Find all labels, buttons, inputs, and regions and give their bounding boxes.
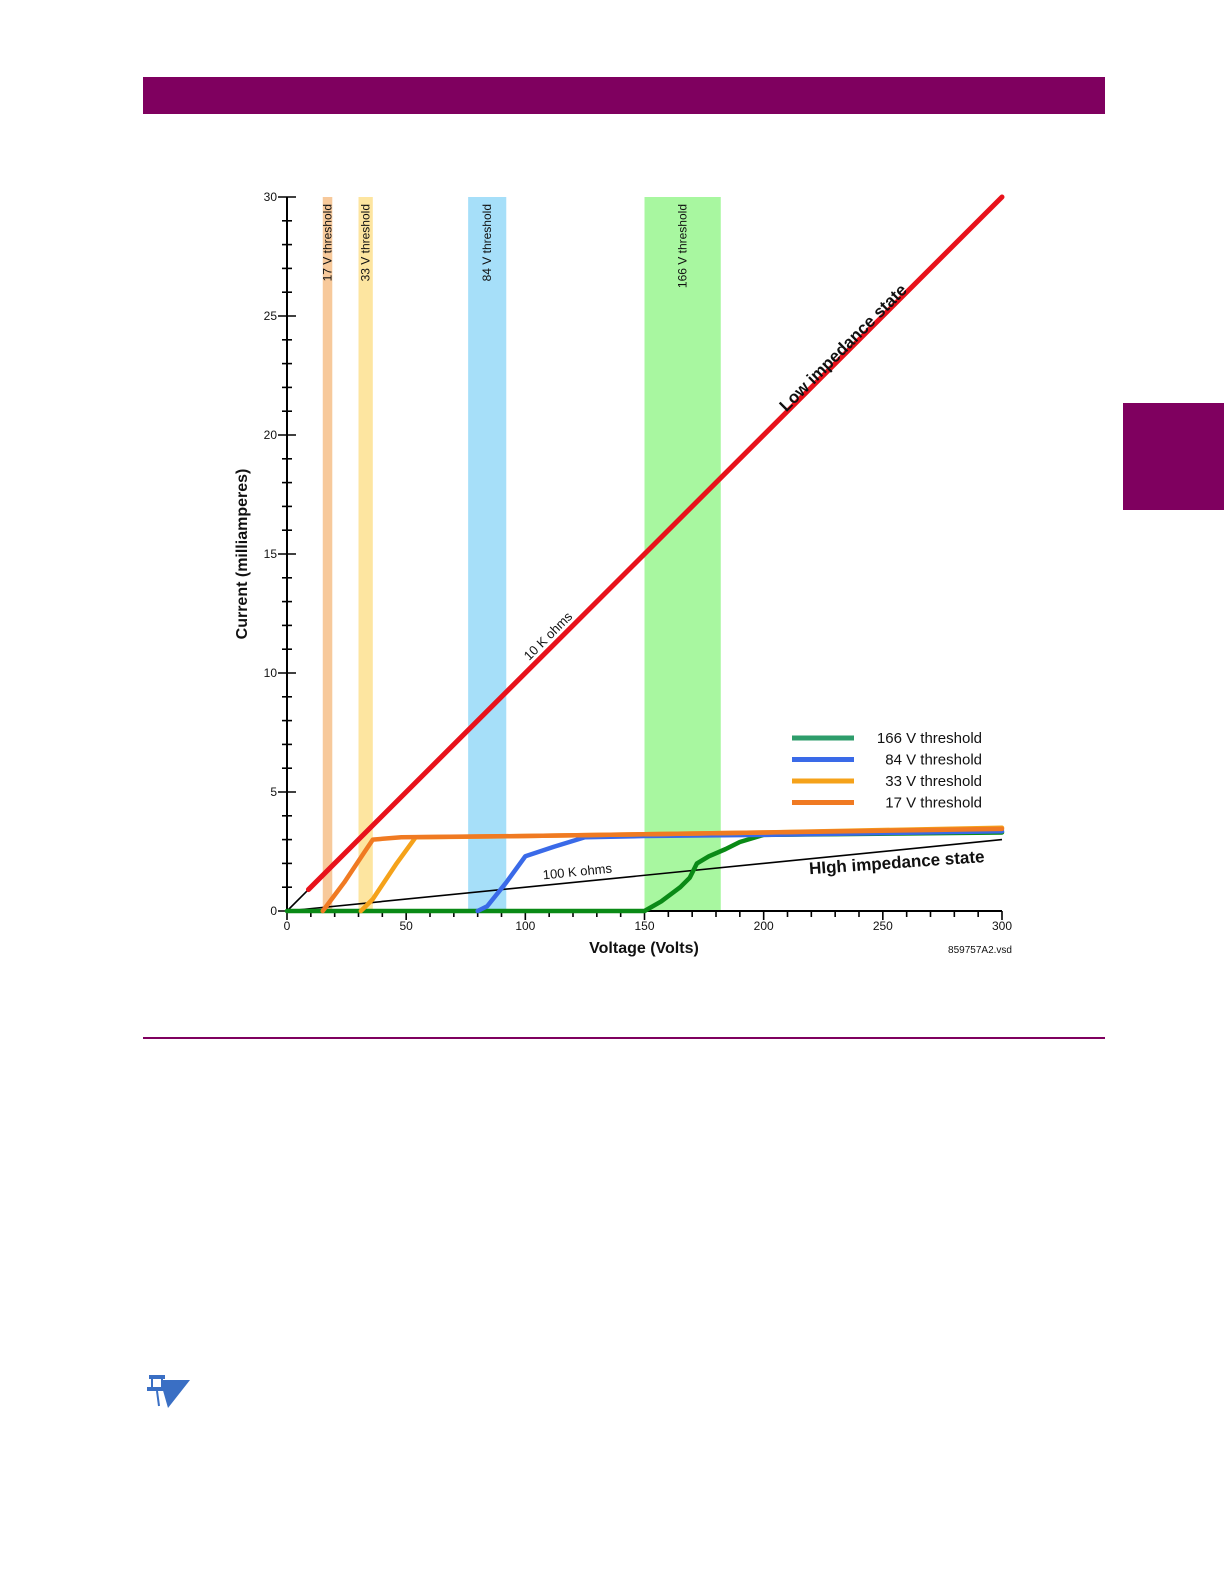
y-tick-label: 0: [270, 904, 277, 918]
x-tick-label: 200: [754, 919, 774, 933]
header-bar: [143, 77, 1105, 114]
y-tick-label: 10: [264, 666, 278, 680]
threshold-band-label: 33 V threshold: [359, 204, 373, 281]
y-tick-label: 5: [270, 785, 277, 799]
threshold-band: [468, 197, 507, 911]
x-tick-label: 50: [399, 919, 413, 933]
x-tick-label: 150: [634, 919, 654, 933]
y-tick-label: 30: [264, 190, 278, 204]
y-tick-label: 15: [264, 547, 278, 561]
ten-k-ohms-label: 10 K ohms: [521, 608, 576, 663]
legend-label: 166 V threshold: [877, 730, 982, 747]
x-axis-label: Voltage (Volts): [589, 940, 699, 957]
x-tick-label: 0: [284, 919, 291, 933]
x-tick-label: 300: [992, 919, 1012, 933]
side-chapter-tab: [1123, 403, 1224, 510]
reference-line: [286, 838, 1003, 912]
series-line: [320, 826, 1005, 914]
hundred-k-ohms-label: 100 K ohms: [542, 861, 613, 883]
threshold-band-label: 17 V threshold: [321, 204, 335, 281]
threshold-band: [322, 197, 333, 911]
legend-label: 84 V threshold: [885, 752, 982, 769]
x-tick-label: 250: [873, 919, 893, 933]
legend-label: 17 V threshold: [885, 795, 982, 812]
threshold-band: [358, 197, 373, 911]
threshold-band-label: 84 V threshold: [480, 204, 494, 281]
file-label: 859757A2.vsd: [948, 945, 1012, 956]
section-rule: [143, 1037, 1105, 1039]
low-impedance-label: Low impedance state: [776, 280, 911, 415]
legend-label: 33 V threshold: [885, 773, 982, 790]
note-pushpin-icon: [147, 1375, 190, 1408]
y-tick-label: 25: [264, 309, 278, 323]
y-tick-label: 20: [264, 428, 278, 442]
series-line: [284, 830, 1005, 914]
y-axis-label: Current (milliamperes): [234, 469, 251, 640]
series-line: [305, 194, 1005, 893]
x-tick-label: 100: [515, 919, 535, 933]
chart: 17 V threshold 33 V threshold 84 V thresho…: [234, 190, 1012, 957]
threshold-band-label: 166 V threshold: [676, 204, 690, 288]
threshold-band: [644, 197, 721, 911]
high-impedance-label: HIgh impedance state: [808, 847, 985, 878]
